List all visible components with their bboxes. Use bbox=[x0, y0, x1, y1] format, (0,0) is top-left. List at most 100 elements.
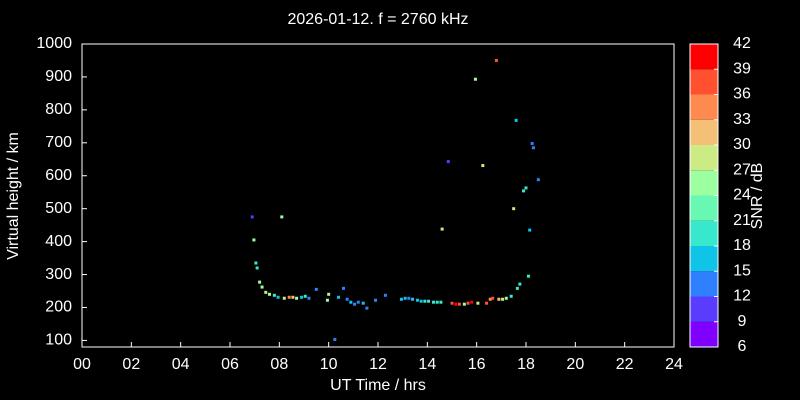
colorbar-tick-label: 24 bbox=[733, 187, 751, 204]
x-tick-label: 10 bbox=[320, 356, 338, 373]
data-point bbox=[491, 296, 495, 300]
data-point bbox=[252, 238, 256, 242]
colorbar-tick-label: 6 bbox=[738, 338, 747, 355]
data-point bbox=[307, 296, 311, 300]
data-point bbox=[522, 189, 526, 193]
data-point bbox=[473, 77, 477, 81]
data-point bbox=[276, 295, 280, 299]
data-point bbox=[280, 215, 284, 219]
data-point bbox=[272, 293, 276, 297]
data-point bbox=[494, 58, 498, 62]
data-point bbox=[526, 274, 530, 278]
data-point bbox=[476, 301, 480, 305]
colorbar-tick-label: 18 bbox=[733, 237, 751, 254]
data-point bbox=[295, 296, 299, 300]
colorbar-band bbox=[690, 321, 718, 347]
data-point bbox=[439, 300, 443, 304]
colorbar-tick-label: 36 bbox=[733, 86, 751, 103]
data-point bbox=[435, 300, 439, 304]
data-point bbox=[419, 299, 423, 303]
data-point bbox=[512, 207, 516, 211]
colorbar-tick-label: 15 bbox=[733, 262, 751, 279]
x-tick-label: 08 bbox=[270, 356, 288, 373]
data-point bbox=[383, 293, 387, 297]
x-tick-label: 14 bbox=[418, 356, 436, 373]
x-tick-label: 20 bbox=[566, 356, 584, 373]
x-tick-label: 18 bbox=[517, 356, 535, 373]
data-point bbox=[356, 300, 360, 304]
data-point bbox=[260, 285, 264, 289]
data-point bbox=[314, 287, 318, 291]
data-point bbox=[488, 297, 492, 301]
data-point bbox=[432, 300, 435, 304]
data-point bbox=[411, 297, 415, 301]
colorbar-tick-label: 12 bbox=[733, 288, 751, 305]
data-point bbox=[514, 118, 518, 122]
colorbar-band bbox=[690, 119, 718, 145]
x-tick-label: 04 bbox=[172, 356, 190, 373]
colorbar-label: SNR / dB bbox=[749, 163, 766, 230]
data-point bbox=[287, 295, 291, 299]
colorbar-tick-label: 42 bbox=[733, 35, 751, 52]
data-point bbox=[440, 227, 444, 231]
data-point bbox=[518, 282, 522, 286]
data-point bbox=[325, 298, 329, 302]
data-point bbox=[353, 302, 357, 306]
data-point bbox=[255, 266, 259, 270]
colorbar-band bbox=[690, 44, 718, 70]
y-tick-label: 1000 bbox=[36, 35, 72, 52]
y-tick-label: 800 bbox=[45, 101, 72, 118]
data-point bbox=[254, 261, 258, 265]
colorbar-tick-label: 39 bbox=[733, 60, 751, 77]
data-point bbox=[361, 301, 365, 305]
y-tick-label: 400 bbox=[45, 233, 72, 250]
data-point bbox=[504, 296, 508, 300]
data-point bbox=[374, 298, 378, 302]
data-point bbox=[415, 298, 419, 302]
x-tick-label: 12 bbox=[369, 356, 387, 373]
data-point bbox=[341, 286, 345, 290]
y-tick-label: 100 bbox=[45, 332, 72, 349]
data-point bbox=[282, 296, 286, 300]
data-point bbox=[407, 296, 411, 300]
y-tick-label: 300 bbox=[45, 266, 72, 283]
data-point bbox=[536, 178, 540, 182]
colorbar-band bbox=[690, 246, 718, 272]
data-point bbox=[466, 301, 470, 305]
colorbar-tick-label: 33 bbox=[733, 111, 751, 128]
data-point bbox=[454, 302, 458, 306]
data-point bbox=[524, 186, 528, 190]
colorbar-band bbox=[690, 69, 718, 95]
data-point bbox=[327, 292, 331, 296]
colorbar-tick-label: 9 bbox=[738, 313, 747, 330]
data-point bbox=[300, 295, 304, 299]
data-point bbox=[462, 302, 466, 306]
data-point bbox=[267, 292, 271, 296]
data-point bbox=[258, 280, 262, 284]
colorbar-tick-label: 30 bbox=[733, 136, 751, 153]
data-point bbox=[450, 301, 454, 305]
data-point bbox=[291, 295, 295, 299]
data-point bbox=[264, 290, 268, 294]
data-point bbox=[481, 164, 485, 168]
data-point bbox=[531, 146, 535, 150]
data-point bbox=[333, 337, 337, 341]
chart-title: 2026-01-12. f = 2760 kHz bbox=[287, 11, 468, 28]
y-tick-label: 200 bbox=[45, 299, 72, 316]
data-point bbox=[485, 301, 489, 305]
colorbar-tick-label: 27 bbox=[733, 161, 751, 178]
colorbar-band bbox=[690, 145, 718, 171]
data-point bbox=[345, 297, 349, 301]
colorbar-band bbox=[690, 220, 718, 246]
colorbar-band bbox=[690, 271, 718, 297]
data-point bbox=[349, 300, 353, 304]
plot-frame bbox=[81, 43, 675, 348]
data-point bbox=[470, 300, 474, 304]
data-point bbox=[403, 296, 407, 300]
data-point bbox=[446, 160, 450, 164]
data-point bbox=[365, 306, 369, 310]
x-axis-label: UT Time / hrs bbox=[330, 377, 426, 394]
y-tick-label: 900 bbox=[45, 68, 72, 85]
colorbar-band bbox=[690, 195, 718, 221]
